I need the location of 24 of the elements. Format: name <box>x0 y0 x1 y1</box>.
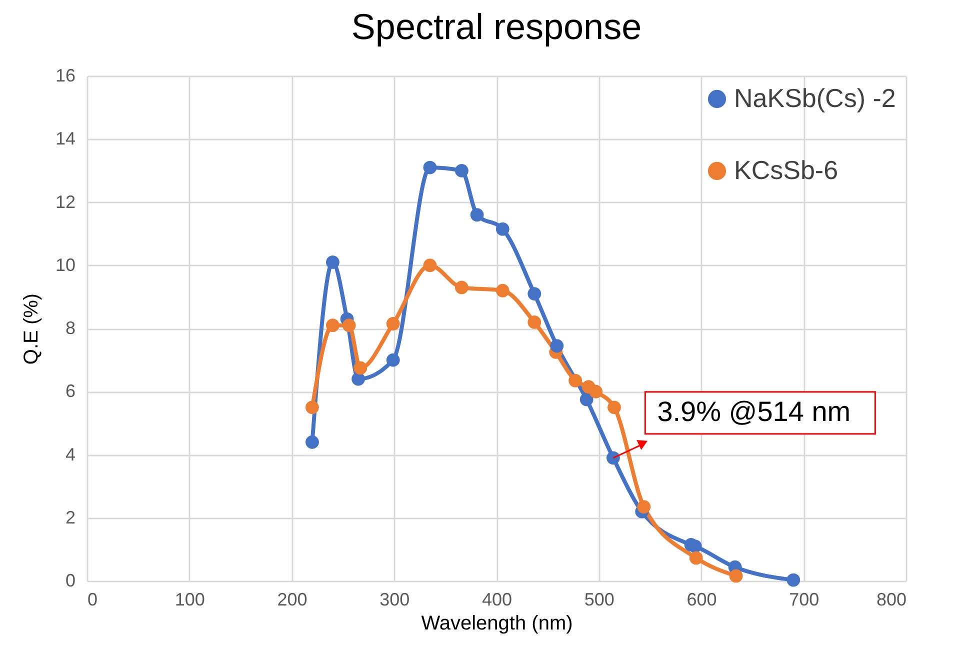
y-tick-label: 12 <box>55 192 76 212</box>
y-tick-label: 14 <box>55 128 76 149</box>
legend-label: NaKSb(Cs) -2 <box>734 83 896 113</box>
chart-title: Spectral response <box>351 6 642 47</box>
x-tick-label: 600 <box>686 590 717 610</box>
y-tick-label: 6 <box>65 381 76 402</box>
legend-label: KCsSb-6 <box>734 155 838 185</box>
x-tick-label: 300 <box>380 590 410 610</box>
y-tick-label: 10 <box>55 254 76 275</box>
x-tick-label: 800 <box>876 590 906 610</box>
y-tick-label: 2 <box>65 507 76 528</box>
y-tick-label: 0 <box>65 570 76 590</box>
x-tick-label: 400 <box>482 590 512 610</box>
x-tick-label: 0 <box>88 590 98 610</box>
annotation: 3.9% @514 nm <box>657 396 851 427</box>
x-tick-label: 500 <box>584 590 614 610</box>
y-tick-label: 8 <box>65 318 76 338</box>
x-axis-title: Wavelength (nm) <box>421 612 573 634</box>
y-tick-label: 16 <box>55 66 76 86</box>
x-tick-label: 100 <box>174 590 205 610</box>
y-tick-label: 4 <box>65 444 76 464</box>
x-tick-label: 700 <box>789 590 820 610</box>
x-tick-label: 200 <box>277 590 308 610</box>
y-axis-title: Q.E (%) <box>20 293 42 365</box>
